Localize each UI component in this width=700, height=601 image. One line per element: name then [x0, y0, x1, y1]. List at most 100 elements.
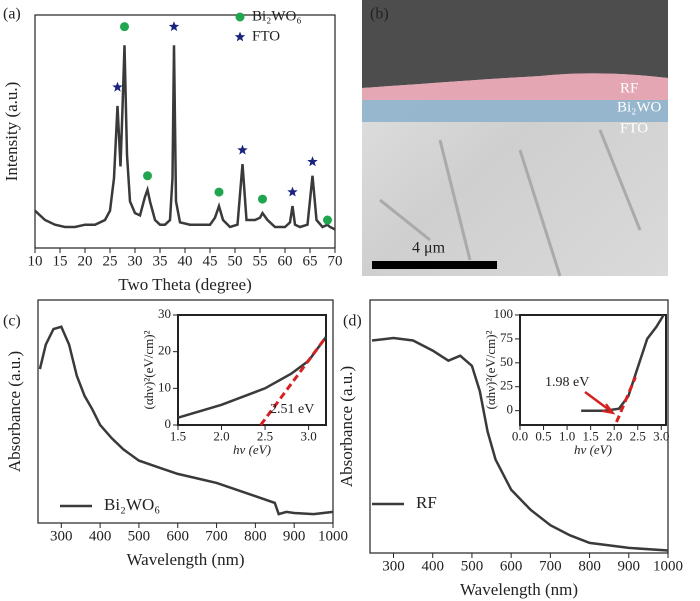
x-tick-label: 900: [283, 529, 306, 545]
annotation: 2.51 eV: [270, 402, 314, 417]
x-tick-label: 500: [461, 559, 484, 575]
plot-frame: [34, 14, 336, 249]
x-tick-label: 20: [78, 254, 93, 270]
y-tick-label: 10: [158, 379, 171, 394]
y-axis-label: (αhν)²(eV/cm)²: [141, 330, 156, 409]
x-tick-label: 2.0: [213, 428, 229, 443]
data-line: [34, 45, 336, 231]
x-tick-label: 3.0: [300, 428, 316, 443]
peak-marker: [307, 156, 318, 167]
panel-label: (a): [3, 6, 21, 23]
scale-bar: [372, 261, 497, 269]
plot-frame: [519, 314, 667, 426]
peak-marker: [168, 21, 180, 32]
x-tick-label: 15: [53, 254, 68, 270]
x-tick-label: 0.5: [535, 428, 551, 443]
y-tick-label: 20: [158, 343, 171, 358]
legend-marker: [234, 31, 246, 42]
x-tick-label: 800: [578, 559, 601, 575]
peak-marker: [112, 81, 123, 92]
x-tick-label: 700: [539, 559, 562, 575]
x-tick-label: 55: [253, 254, 268, 270]
x-tick-label: 900: [618, 559, 641, 575]
x-tick-label: 1.5: [583, 428, 599, 443]
x-tick-label: 30: [128, 254, 143, 270]
x-tick-label: 25: [103, 254, 118, 270]
x-tick-label: 300: [50, 529, 73, 545]
y-tick-label: 0: [507, 402, 514, 417]
tangent-line: [615, 376, 637, 423]
peak-marker: [323, 215, 332, 225]
x-tick-label: 50: [228, 254, 243, 270]
x-axis-label: hν (eV): [574, 442, 612, 457]
peak-marker: [258, 194, 267, 204]
tangent-line: [259, 336, 328, 426]
y-axis-label: Absorbance (a.u.): [337, 366, 356, 487]
x-tick-label: 2.0: [606, 428, 622, 443]
x-tick-label: 1000: [653, 559, 683, 575]
x-tick-label: 40: [178, 254, 193, 270]
x-tick-label: 400: [89, 529, 112, 545]
sem-background: [362, 0, 668, 88]
bi2wo6-layer: [362, 100, 668, 122]
panel-label: (d): [343, 313, 362, 330]
x-tick-label: 45: [203, 254, 218, 270]
x-tick-label: 35: [153, 254, 168, 270]
data-line: [371, 336, 669, 552]
peak-marker: [143, 171, 152, 181]
x-tick-label: 1.0: [559, 428, 575, 443]
y-axis-label: (αhν)²(eV/cm)²: [483, 330, 498, 409]
scale-bar-label: 4 μm: [412, 240, 446, 257]
x-tick-label: 500: [128, 529, 151, 545]
legend-label: Bi₂WO₆: [104, 495, 160, 514]
rf-layer: [362, 73, 668, 100]
x-tick-label: 60: [278, 254, 293, 270]
legend-label: RF: [416, 493, 437, 512]
peak-marker: [120, 22, 129, 32]
legend-label: FTO: [252, 28, 280, 44]
layer-label: RF: [620, 80, 638, 96]
y-tick-label: 30: [158, 306, 171, 321]
data-line: [38, 325, 334, 516]
x-tick-label: 2.5: [257, 428, 273, 443]
data-line: [581, 314, 665, 412]
x-tick-label: 400: [421, 559, 444, 575]
x-axis-label: hν (eV): [233, 442, 271, 457]
x-tick-label: 10: [28, 254, 43, 270]
annotation-arrowhead: [601, 403, 616, 415]
x-tick-label: 1000: [318, 529, 348, 545]
layer-label: Bi₂WO: [617, 99, 662, 115]
panel-label: (c): [3, 313, 21, 330]
y-tick-label: 75: [500, 330, 513, 345]
y-tick-label: 25: [500, 378, 513, 393]
x-tick-label: 700: [205, 529, 228, 545]
y-axis-label: Absorbance (a.u.): [5, 351, 24, 472]
annotation-arrow: [584, 390, 613, 414]
x-tick-label: 70: [328, 254, 343, 270]
x-tick-label: 300: [382, 559, 405, 575]
x-tick-label: 0.0: [512, 428, 528, 443]
x-tick-label: 1.5: [170, 428, 186, 443]
x-tick-label: 3.0: [653, 428, 669, 443]
peak-marker: [214, 187, 224, 197]
data-line: [177, 336, 328, 419]
x-tick-label: 800: [244, 529, 267, 545]
x-tick-label: 600: [166, 529, 189, 545]
legend-marker: [235, 12, 245, 22]
peak-marker: [287, 186, 298, 197]
panel-label: (b): [370, 6, 389, 23]
x-tick-label: 600: [500, 559, 523, 575]
y-tick-label: 0: [165, 416, 172, 431]
y-axis-label: Intensity (a.u.): [2, 82, 21, 182]
annotation: 1.98 eV: [545, 375, 589, 390]
layer-label: FTO: [620, 120, 648, 136]
sem-texture: [379, 129, 642, 277]
x-tick-label: 2.5: [630, 428, 646, 443]
x-axis-label: Wavelength (nm): [126, 550, 244, 569]
x-tick-label: 65: [303, 254, 318, 270]
legend-label: Bi₂WO₆: [252, 8, 302, 24]
y-tick-label: 100: [494, 306, 514, 321]
y-tick-label: 50: [500, 354, 513, 369]
peak-marker: [237, 144, 248, 155]
